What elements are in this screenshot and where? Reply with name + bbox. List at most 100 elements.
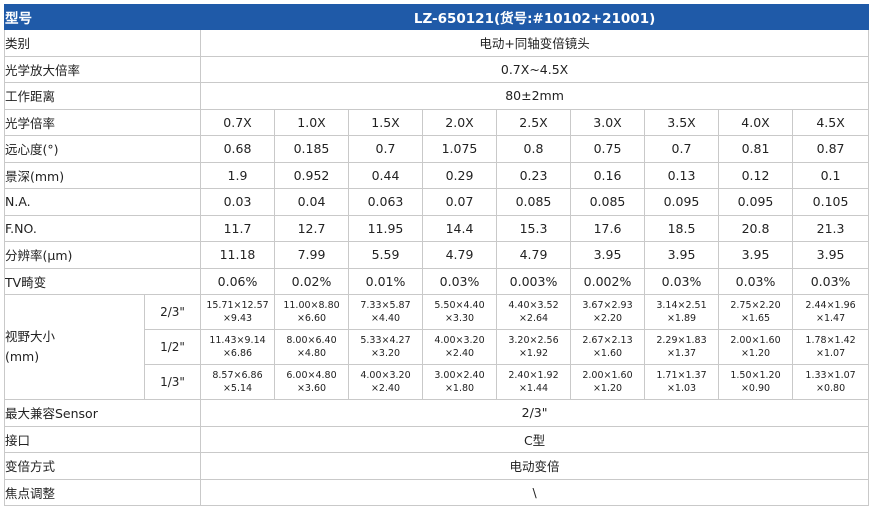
value-cell: 11.95 [348,214,423,242]
spec-row: 分辨率(μm) 11.18 7.99 5.59 4.79 4.79 3.95 3.95 3.95… [4,241,870,269]
value-cell: 0.44 [348,161,423,189]
value-cell: 0.13 [644,161,719,189]
value-cell: 0.02% [274,267,349,295]
row-label: 分辨率(μm) [4,241,201,269]
value-cell: 21.3 [791,214,870,242]
sensor-size: 2/3" [144,294,201,330]
row-label: 光学放大倍率 [4,55,201,83]
row-label: 接口 [4,425,201,453]
spec-row: 光学倍率 0.7X 1.0X 1.5X 2.0X 2.5X 3.0X 3.5X 4.0X 4.5X [4,108,870,136]
value-cell: 0.095 [718,188,793,216]
value-cell: 4.79 [422,241,497,269]
spec-row: 远心度(°) 0.68 0.185 0.7 1.075 0.8 0.75 0.7 0.81 0.8… [4,135,870,163]
fov-cell: 3.20×2.56 ×1.92 [496,329,571,365]
fov-cell-line: 7.33×5.87 [360,300,411,311]
row-value: C型 [199,425,870,453]
fov-cell-line: ×2.40 [370,383,401,394]
fov-cell-line: 11.00×8.80 [283,300,340,311]
fov-cell-line: 6.00×4.80 [286,370,337,381]
spec-row: 接口 C型 [4,425,870,453]
spec-row: 工作距离 80±2mm [4,82,870,110]
fov-cell-line: 3.67×2.93 [582,300,633,311]
fov-cell-line: 3.00×2.40 [434,370,485,381]
spec-row: 类别 电动+同轴变倍镜头 [4,29,870,57]
fov-cell: 4.00×3.20 ×2.40 [422,329,497,365]
fov-cell-line: ×1.20 [592,383,623,394]
fov-cell-line: 2.44×1.96 [805,300,856,311]
fov-cell: 3.00×2.40 ×1.80 [422,364,497,400]
value-cell: 0.01% [348,267,423,295]
spec-row: 景深(mm) 1.9 0.952 0.44 0.29 0.23 0.16 0.13 0.12 0.… [4,161,870,189]
value-cell: 0.29 [422,161,497,189]
fov-cell-line: ×1.47 [816,313,846,324]
fov-cell: 11.00×8.80 ×6.60 [274,294,349,330]
fov-cell-line: 2.00×1.60 [730,335,781,346]
value-cell: 0.8 [496,135,571,163]
value-cell: 3.95 [570,241,645,269]
fov-cell: 2.00×1.60 ×1.20 [570,364,645,400]
fov-cell-line: ×5.14 [222,383,253,394]
fov-cell-line: ×1.44 [518,383,549,394]
fov-cell-line: ×1.03 [666,383,697,394]
sensor-size: 1/2" [144,329,201,365]
fov-cell-line: 3.20×2.56 [508,335,559,346]
fov-cell-line: ×9.43 [222,313,253,324]
fov-cell-line: 2.75×2.20 [730,300,781,311]
spec-table-container: 型号 LZ-650121(货号:#10102+21001) 类别 电动+同轴变倍镜… [4,4,870,506]
value-cell: 0.002% [570,267,645,295]
value-cell: 3.0X [570,108,645,136]
fov-cell: 1.33×1.07 ×0.80 [791,364,870,400]
value-cell: 3.95 [644,241,719,269]
row-label: TV畸变 [4,267,201,295]
fov-cell: 1.78×1.42 ×1.07 [791,329,870,365]
value-cell: 1.5X [348,108,423,136]
fov-row: 视野大小 (mm) 2/3" 15.71×12.57 ×9.43 11.00×8.80 ×6… [4,294,870,400]
value-cell: 0.003% [496,267,571,295]
spec-row: F.NO. 11.7 12.7 11.95 14.4 15.3 17.6 18.5 20.8 21… [4,214,870,242]
value-cell: 4.0X [718,108,793,136]
fov-cell: 4.00×3.20 ×2.40 [348,364,423,400]
row-value: 80±2mm [199,82,870,110]
row-label: 焦点调整 [4,478,201,506]
fov-cell: 2.67×2.13 ×1.60 [570,329,645,365]
fov-cell-line: ×1.65 [740,313,771,324]
fov-cell-line: ×2.64 [518,313,549,324]
value-cell: 0.81 [718,135,793,163]
fov-cell-line: 11.43×9.14 [209,335,266,346]
fov-cell-line: 2.29×1.83 [656,335,707,346]
row-value: 电动变倍 [199,452,870,480]
fov-cell-line: 8.00×6.40 [286,335,337,346]
fov-cell-line: ×6.86 [222,348,253,359]
row-label: N.A. [4,188,201,216]
spec-row: TV畸变 0.06% 0.02% 0.01% 0.03% 0.003% 0.002% 0.03… [4,267,870,295]
value-cell: 4.5X [791,108,870,136]
fov-cell-line: 2.40×1.92 [508,370,559,381]
fov-cell: 8.00×6.40 ×4.80 [274,329,349,365]
spec-row: 光学放大倍率 0.7X~4.5X [4,55,870,83]
fov-cell-line: 15.71×12.57 [206,300,269,311]
value-cell: 0.03% [644,267,719,295]
fov-cell-line: 2.67×2.13 [582,335,633,346]
model-value: LZ-650121(货号:#10102+21001) [199,4,870,30]
value-cell: 1.9 [200,161,275,189]
fov-cell: 1.50×1.20 ×0.90 [718,364,793,400]
row-value: 0.7X~4.5X [199,55,870,83]
fov-cell-line: ×1.07 [816,348,846,359]
fov-cell-line: 5.50×4.40 [434,300,485,311]
value-cell: 0.87 [791,135,870,163]
value-cell: 0.105 [791,188,870,216]
value-cell: 0.185 [274,135,349,163]
spec-row: 焦点调整 \ [4,478,870,506]
fov-cell-line: 8.57×6.86 [212,370,263,381]
fov-cell-line: ×2.40 [444,348,475,359]
value-cell: 18.5 [644,214,719,242]
fov-cell-line: 1.33×1.07 [805,370,856,381]
spec-row: 变倍方式 电动变倍 [4,452,870,480]
fov-label-line1: 视野大小 [5,329,56,344]
value-cell: 7.99 [274,241,349,269]
value-cell: 0.68 [200,135,275,163]
fov-cell-line: ×6.60 [296,313,327,324]
fov-cell-line: 3.14×2.51 [656,300,707,311]
fov-cell: 2.29×1.83 ×1.37 [644,329,719,365]
value-cell: 0.7 [644,135,719,163]
